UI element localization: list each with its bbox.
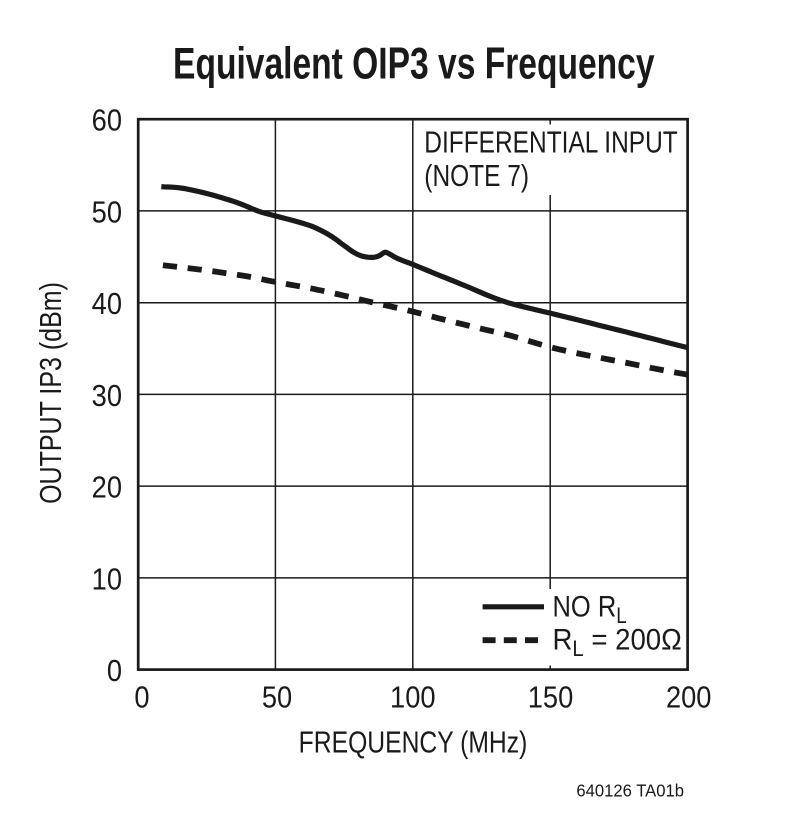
svg-text:40: 40 [92,288,122,322]
svg-text:100: 100 [390,681,436,715]
svg-text:NO RL: NO RL [553,589,627,628]
svg-text:20: 20 [92,471,122,505]
svg-text:OUTPUT IP3 (dBm): OUTPUT IP3 (dBm) [33,282,67,504]
svg-text:200: 200 [666,681,712,715]
svg-text:640126 TA01b: 640126 TA01b [576,780,684,801]
svg-text:0: 0 [134,681,149,715]
svg-text:DIFFERENTIAL INPUT: DIFFERENTIAL INPUT [424,125,677,159]
svg-text:30: 30 [92,379,122,413]
svg-text:FREQUENCY (MHz): FREQUENCY (MHz) [299,725,528,759]
svg-text:RL = 200Ω: RL = 200Ω [553,624,682,662]
svg-text:0: 0 [107,655,122,689]
svg-text:150: 150 [528,681,574,715]
svg-text:10: 10 [92,563,122,597]
svg-text:60: 60 [92,104,122,138]
svg-text:Equivalent OIP3 vs Frequency: Equivalent OIP3 vs Frequency [173,39,655,89]
svg-text:50: 50 [92,196,122,230]
svg-text:(NOTE 7): (NOTE 7) [424,158,529,192]
svg-text:50: 50 [262,681,292,715]
